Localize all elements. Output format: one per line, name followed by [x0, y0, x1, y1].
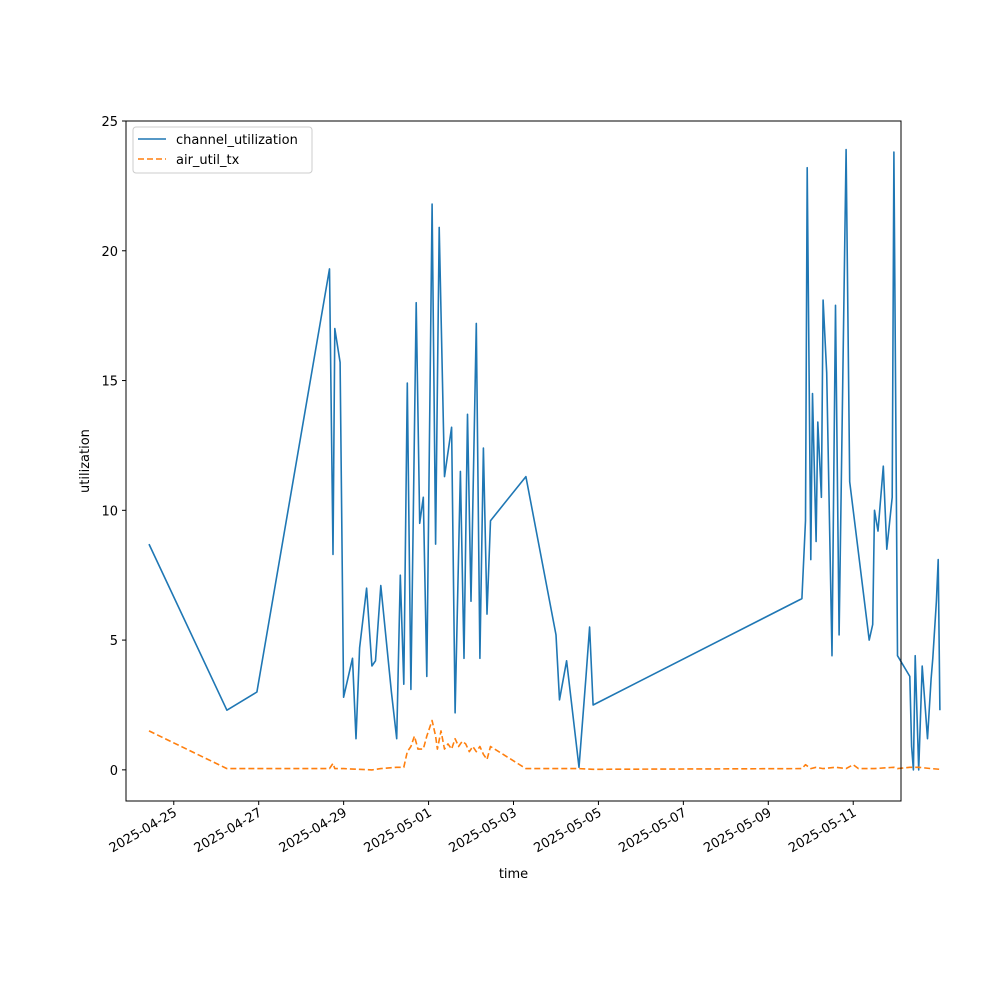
x-axis-ticks: 2025-04-25 2025-04-27 2025-04-29 2025-05-01…: [107, 801, 859, 856]
y-axis-ticks: 0 5 10 15 20 25: [101, 115, 126, 779]
y-tick-label: 25: [101, 115, 118, 130]
x-axis-title: time: [499, 867, 528, 882]
y-tick-label: 5: [110, 634, 118, 649]
legend-box: [132, 126, 313, 174]
x-tick-label: 2025-05-11: [786, 805, 859, 856]
x-tick-label: 2025-04-25: [107, 805, 180, 856]
legend-label-air-util-tx: air_util_tx: [176, 153, 240, 168]
y-tick-label: 20: [101, 245, 118, 260]
legend: channel_utilization air_util_tx: [132, 126, 313, 174]
y-tick-label: 0: [110, 764, 118, 779]
x-tick-label: 2025-05-03: [447, 805, 520, 856]
y-tick-label: 15: [101, 375, 118, 390]
y-axis-title: utilization: [78, 429, 93, 493]
plot-frame: [125, 120, 902, 802]
x-tick-label: 2025-05-01: [362, 805, 435, 856]
plot-area: [125, 120, 941, 802]
x-tick-label: 2025-04-27: [192, 805, 265, 856]
series-line-channel-utilization: [148, 148, 941, 771]
legend-label-channel-utilization: channel_utilization: [176, 133, 298, 148]
x-tick-label: 2025-05-05: [531, 805, 604, 856]
x-tick-label: 2025-05-09: [701, 805, 774, 856]
x-tick-label: 2025-05-07: [616, 805, 689, 856]
series-line-air-util-tx: [148, 719, 940, 771]
x-tick-label: 2025-04-29: [277, 805, 350, 856]
y-tick-label: 10: [101, 504, 118, 519]
